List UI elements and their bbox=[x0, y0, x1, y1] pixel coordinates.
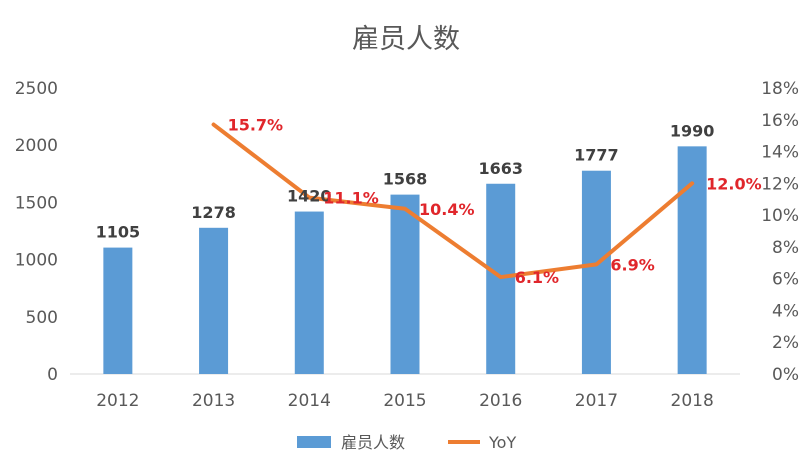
x-tick-label: 2016 bbox=[479, 391, 522, 411]
bar bbox=[294, 211, 324, 374]
legend-label-bar: 雇员人数 bbox=[341, 433, 405, 452]
chart-title: 雇员人数 bbox=[352, 24, 460, 55]
x-tick-label: 2014 bbox=[288, 391, 331, 411]
right-tick-label: 0% bbox=[772, 365, 799, 385]
yoy-data-label: 11.1% bbox=[323, 189, 379, 208]
right-tick-label: 6% bbox=[772, 270, 799, 290]
legend: 雇员人数 YoY bbox=[297, 433, 516, 452]
yoy-line bbox=[211, 122, 695, 280]
right-tick-label: 18% bbox=[761, 79, 799, 99]
bar-data-label: 1278 bbox=[191, 203, 236, 222]
x-tick-label: 2017 bbox=[575, 391, 618, 411]
right-tick-label: 16% bbox=[761, 111, 799, 131]
legend-label-line: YoY bbox=[488, 433, 516, 452]
right-tick-label: 8% bbox=[772, 238, 799, 258]
yoy-data-label: 10.4% bbox=[419, 200, 475, 219]
bar-series bbox=[103, 146, 707, 374]
left-tick-label: 500 bbox=[26, 308, 58, 328]
right-tick-label: 4% bbox=[772, 301, 799, 321]
x-axis: 2012 2013 2014 2015 2016 2017 2018 bbox=[96, 391, 714, 411]
x-tick-label: 2012 bbox=[96, 391, 139, 411]
left-tick-label: 2500 bbox=[15, 79, 58, 99]
bar bbox=[103, 247, 133, 374]
x-tick-label: 2018 bbox=[671, 391, 714, 411]
bar bbox=[677, 146, 707, 374]
x-tick-label: 2013 bbox=[192, 391, 235, 411]
bar-data-label: 1663 bbox=[478, 159, 523, 178]
right-tick-label: 10% bbox=[761, 206, 799, 226]
bar bbox=[581, 170, 611, 374]
yoy-data-label: 6.1% bbox=[515, 268, 559, 287]
left-tick-label: 2000 bbox=[15, 136, 58, 156]
data-labels: 1105 1278 1420 1568 1663 1777 1990 15.7% 11.1% 10… bbox=[96, 116, 762, 288]
bar-data-label: 1568 bbox=[383, 170, 428, 189]
right-tick-label: 12% bbox=[761, 174, 799, 194]
right-tick-label: 14% bbox=[761, 143, 799, 163]
left-tick-label: 1000 bbox=[15, 251, 58, 271]
bar-data-label: 1777 bbox=[574, 146, 619, 165]
yoy-data-label: 6.9% bbox=[610, 255, 654, 274]
right-axis: 0% 2% 4% 6% 8% 10% 12% 14% 16% 18% bbox=[761, 79, 799, 385]
left-axis: 0 500 1000 1500 2000 2500 bbox=[15, 79, 58, 385]
yoy-data-label: 12.0% bbox=[706, 174, 762, 193]
left-tick-label: 1500 bbox=[15, 193, 58, 213]
bar-data-label: 1420 bbox=[287, 187, 332, 206]
bar bbox=[199, 227, 229, 374]
legend-swatch-bar bbox=[297, 436, 331, 448]
line-series bbox=[211, 122, 695, 280]
bar-data-label: 1990 bbox=[670, 121, 715, 140]
x-tick-label: 2015 bbox=[383, 391, 426, 411]
bar bbox=[390, 194, 420, 374]
yoy-data-label: 15.7% bbox=[228, 116, 284, 135]
right-tick-label: 2% bbox=[772, 333, 799, 353]
left-tick-label: 0 bbox=[47, 365, 58, 385]
bar-data-label: 1105 bbox=[96, 223, 141, 242]
